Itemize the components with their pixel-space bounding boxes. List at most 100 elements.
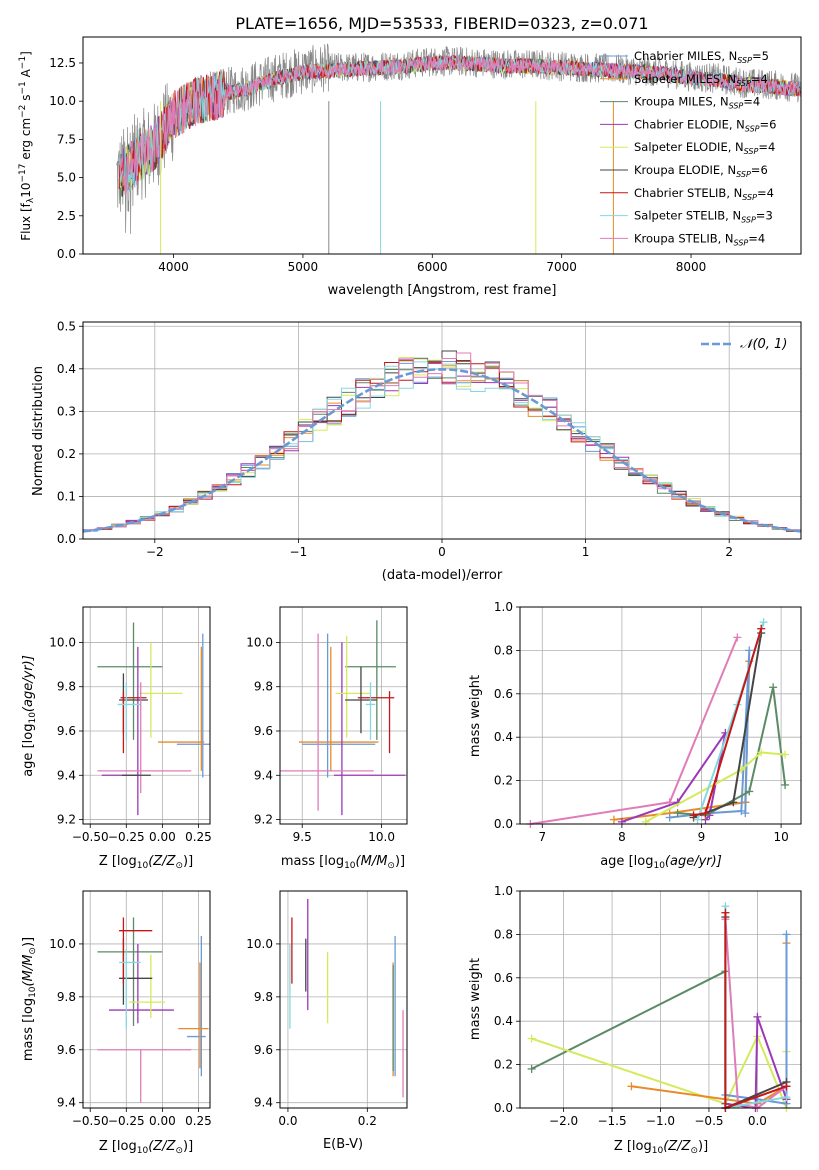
legend-entry-name: Chabrier STELIB [634,186,726,200]
x-tick-label: 8 [618,830,626,844]
legend-entry-count: 6 [760,163,767,177]
spectrum-xlabel: wavelength [Angstrom, rest frame] [328,283,557,298]
y-tick-label: 10.0 [246,635,273,649]
y-tick-label: 10.0 [49,94,76,108]
weight-series-6 [645,751,786,823]
legend-entry-n: , N [720,163,736,177]
spectrum-plot-frame [82,36,802,255]
y-tick-label: 9.2 [254,813,273,827]
y-tick-label: 10.0 [49,635,76,649]
legend-entry-name: Chabrier MILES [634,49,721,63]
x-tick-label: 7000 [546,260,577,274]
model-spectrum-line-9 [118,54,801,196]
error-bars [289,898,404,1098]
histogram-legend: 𝒩(0, 1) [701,337,787,352]
x-tick-label: 4000 [158,260,189,274]
grid [83,607,210,824]
legend-entry-count: 5 [762,49,769,63]
legend-entry-eq: = [751,72,761,86]
gaussian-legend-label: 𝒩(0, 1) [740,337,787,352]
legend-entry-n: , N [713,95,729,109]
legend-entry-n: , N [728,140,744,154]
legend-entry-eq: = [756,209,766,223]
grid [280,607,407,824]
y-tick-label: 9.6 [254,1043,273,1057]
legend-entry-name: Kroupa MILES [634,95,713,109]
grid [83,891,210,1108]
x-tick-label: 5000 [288,260,319,274]
legend-entry-name: Salpeter MILES [634,72,720,86]
x-tick-label: 0.25 [185,830,212,844]
y-tick-label: 0.6 [494,687,513,701]
plot-frame [82,890,211,1109]
legend-entry-ssp: SSP [734,238,749,247]
plot-frame [519,890,802,1109]
y-tick-label: 9.8 [254,680,273,694]
y-tick-label: 0.4 [494,730,513,744]
x-tick-label: −0.5 [694,1114,723,1128]
ageZ-ylabel: age [log10(age/yr)] [21,655,38,777]
legend-entry-name: Kroupa STELIB [634,231,718,245]
y-tick-label: 0.1 [57,489,76,503]
legend-entry-eq: = [757,186,767,200]
legend-entry-5: Salpeter ELODIE, NSSP=4 [634,140,775,156]
wZ-xlabel: Z [log10(Z/Z⊙)] [614,1139,708,1156]
spectrum-ylabel: Flux [fλ10−17 erg cm−2 s−1 A−1] [18,51,36,241]
legend-entry-ssp: SSP [729,102,744,111]
y-tick-label: 9.2 [57,813,76,827]
legend-entry-n: , N [720,72,736,86]
y-tick-label: 9.4 [57,768,76,782]
legend-entry-count: 4 [760,72,767,86]
x-tick-label: −0.50 [72,830,109,844]
legend-entry-name: Salpeter STELIB [634,209,725,223]
mass-vs-metallicity-panel: −0.50 −0.25 0.00 0.25 9.4 9.6 9.8 10.0 [49,890,212,1128]
x-tick-label: −0.50 [72,1114,109,1128]
legend-entry-count: 4 [768,140,775,154]
y-tick-label: 2.5 [57,209,76,223]
ageZ-xlabel: Z [log10(Z/Z⊙)] [99,854,193,871]
x-tick-label: 8000 [676,260,707,274]
weight-lines [527,902,791,1112]
age-vs-mass-panel: 9.5 10.0 9.2 9.4 9.6 9.8 10.0 [246,606,408,844]
x-tick-label: 9 [698,830,706,844]
y-tick-label: 0.3 [57,404,76,418]
legend-entry-n: , N [725,209,741,223]
y-tick-label: 9.8 [57,990,76,1004]
y-tick-label: 0.0 [57,247,76,261]
legend-entry-eq: = [743,95,753,109]
legend-entry-count: 4 [753,95,760,109]
x-tick-label: −1 [290,545,308,559]
spectrum-panel: PLATE=1656, MJD=53533, FIBERID=0323, z=0… [18,14,802,298]
legend-entry-n: , N [726,186,742,200]
legend-entry-name: Salpeter ELODIE [634,140,728,154]
x-tick-label: 1 [582,545,590,559]
x-tick-label: −2 [146,545,164,559]
mZ-ylabel: mass [log10(M/M⊙)] [21,937,38,1061]
wAge-ylabel: mass weight [468,675,483,757]
histogram-series-9 [83,352,801,533]
y-tick-label: 1.0 [494,884,513,898]
y-tick-label: 7.5 [57,132,76,146]
legend-entry-ssp: SSP [742,193,757,202]
residual-histogram-panel: −2 −1 0 1 2 0.0 0.1 0.2 0.3 0.4 0.5 (data-model)/e… [31,319,802,583]
y-tick-label: 0.5 [57,319,76,333]
ageM-xlabel: mass [log10(M/M⊙)] [281,854,405,871]
x-tick-label: −0.25 [108,830,145,844]
y-tick-label: 9.4 [57,1096,76,1110]
grid [520,890,801,1109]
y-tick-label: 0.0 [494,817,513,831]
legend-entry-ssp: SSP [744,147,759,156]
plot-frame [279,606,408,825]
age-vs-metallicity-panel: −0.50 −0.25 0.00 0.25 9.2 9.4 9.6 9.8 10.0 [49,606,212,844]
y-tick-label: 0.2 [494,1058,513,1072]
legend-entry-ssp: SSP [745,124,760,133]
x-tick-label: 7 [538,830,546,844]
y-tick-label: 0.2 [57,447,76,461]
x-tick-label: −1.5 [597,1114,626,1128]
histogram-ylabel: Normed distribution [31,366,46,496]
legend-entry-count: 4 [767,186,774,200]
legend-entry-n: , N [729,117,745,131]
legend-entry-7: Chabrier STELIB, NSSP=4 [634,186,774,202]
legend-entry-ssp: SSP [736,79,751,88]
